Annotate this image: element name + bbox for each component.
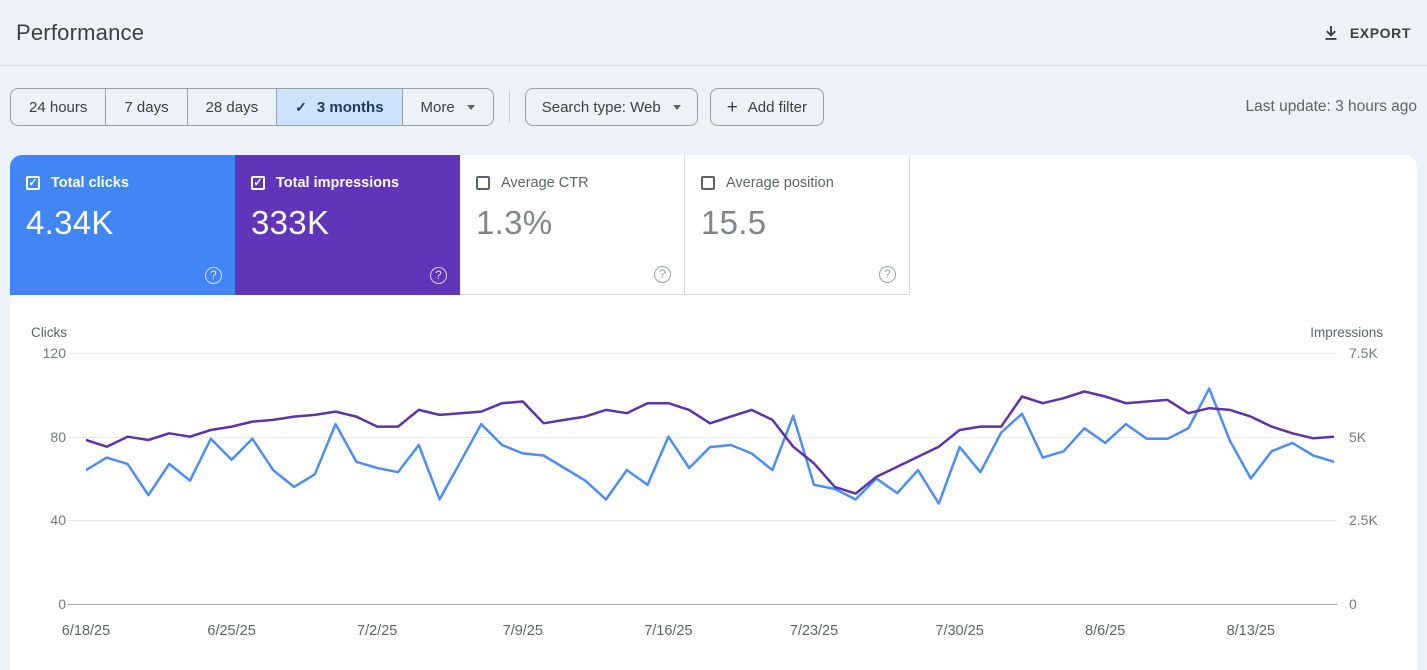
metric-checkbox-row: Average CTR	[476, 175, 668, 191]
left-axis-tick: 120	[42, 345, 66, 361]
metric-cards-row: ✓ Total clicks 4.34K? ✓ Total impressions 333…	[10, 155, 1417, 295]
date-range-24-hours[interactable]: 24 hours	[11, 89, 105, 125]
x-tick-label: 8/13/25	[1226, 623, 1275, 639]
series-line-impressions	[86, 390, 1334, 495]
add-filter-button[interactable]: + Add filter	[709, 88, 824, 126]
gridline	[68, 353, 1337, 354]
chevron-down-icon	[672, 104, 681, 110]
x-tick-label: 8/6/25	[1085, 623, 1126, 639]
x-tick-label: 6/25/25	[207, 623, 256, 639]
x-tick-label: 7/23/25	[789, 623, 839, 639]
gridline	[68, 436, 1337, 438]
right-axis-tick: 7.5K	[1349, 345, 1378, 361]
help-icon[interactable]: ?	[879, 266, 896, 283]
date-range-3-months[interactable]: ✓ 3 months	[276, 89, 402, 125]
metric-card-average-ctr[interactable]: Average CTR 1.3%?	[460, 155, 685, 295]
date-range-label: 3 months	[316, 98, 384, 116]
date-range-more[interactable]: More	[401, 89, 493, 125]
add-filter-label: Add filter	[747, 98, 807, 116]
left-axis-tick: 0	[58, 596, 66, 612]
metric-card-average-position[interactable]: Average position 15.5?	[685, 155, 910, 295]
metric-checkbox[interactable]: ✓	[251, 176, 265, 190]
search-type-filter[interactable]: Search type: Web	[524, 88, 698, 126]
search-type-label: Search type: Web	[541, 98, 661, 116]
date-range-label: 28 days	[205, 98, 259, 116]
metric-checkbox-row: ✓ Total clicks	[26, 175, 219, 191]
metric-checkbox[interactable]	[476, 176, 490, 190]
metric-card-total-impressions[interactable]: ✓ Total impressions 333K?	[235, 155, 460, 295]
left-axis-tick: 40	[50, 512, 66, 529]
last-update-text: Last update: 3 hours ago	[1245, 98, 1418, 115]
export-button[interactable]: EXPORT	[1322, 24, 1411, 42]
performance-chart-svg[interactable]	[86, 353, 1334, 604]
chevron-down-icon	[466, 104, 475, 110]
x-tick-label: 7/30/25	[935, 623, 984, 639]
x-tick-label: 6/18/25	[61, 623, 111, 639]
metric-label: Average CTR	[501, 175, 589, 191]
top-app-bar: Performance EXPORT	[0, 0, 1427, 66]
right-axis-tick: 2.5K	[1349, 512, 1378, 529]
metric-value: 333K	[251, 204, 330, 241]
x-tick-label: 7/16/25	[644, 623, 693, 639]
series-line-clicks	[86, 387, 1334, 505]
metric-label: Average position	[726, 175, 834, 191]
metric-value: 1.3%	[476, 204, 553, 241]
gridline	[68, 520, 1337, 522]
metric-value: 4.34K	[26, 204, 114, 241]
x-axis-baseline	[68, 604, 1337, 605]
right-axis-tick: 5K	[1349, 428, 1367, 445]
date-range-label: 7 days	[124, 98, 169, 116]
date-range-control: 24 hours 7 days 28 days ✓ 3 months More	[10, 88, 494, 126]
metric-card-total-clicks[interactable]: ✓ Total clicks 4.34K?	[10, 155, 235, 295]
date-range-label: More	[420, 98, 455, 116]
metric-value: 15.5	[701, 204, 767, 241]
x-tick-label: 7/2/25	[357, 623, 398, 639]
check-icon: ✓	[295, 98, 307, 115]
metric-checkbox[interactable]	[701, 176, 715, 190]
help-icon[interactable]: ?	[654, 266, 671, 283]
export-label: EXPORT	[1349, 24, 1411, 41]
page-title: Performance	[16, 19, 145, 45]
left-axis-tick: 80	[50, 428, 66, 445]
help-icon[interactable]: ?	[205, 267, 222, 284]
right-axis-title: Impressions	[1310, 325, 1383, 340]
left-axis-title: Clicks	[31, 325, 67, 340]
plus-icon: +	[726, 96, 738, 118]
filter-bar: 24 hours 7 days 28 days ✓ 3 months More Searc…	[10, 88, 1417, 126]
metric-label: Total impressions	[276, 175, 400, 191]
metric-label: Total clicks	[51, 175, 129, 191]
date-range-7-days[interactable]: 7 days	[105, 89, 186, 125]
right-axis-tick: 0	[1349, 596, 1357, 612]
metric-checkbox-row: ✓ Total impressions	[251, 175, 444, 191]
metric-checkbox-row: Average position	[701, 175, 893, 191]
metric-checkbox[interactable]: ✓	[26, 176, 40, 190]
help-icon[interactable]: ?	[430, 267, 447, 284]
timeseries-chart: Clicks Impressions 120 80 40 0 7.5K 5K 2.5K 0 6…	[10, 305, 1417, 670]
performance-panel: ✓ Total clicks 4.34K? ✓ Total impressions 333…	[10, 155, 1417, 670]
filter-divider	[508, 91, 510, 123]
download-icon	[1325, 25, 1337, 40]
x-tick-label: 7/9/25	[502, 623, 543, 639]
date-range-28-days[interactable]: 28 days	[186, 89, 277, 125]
date-range-label: 24 hours	[29, 98, 88, 116]
